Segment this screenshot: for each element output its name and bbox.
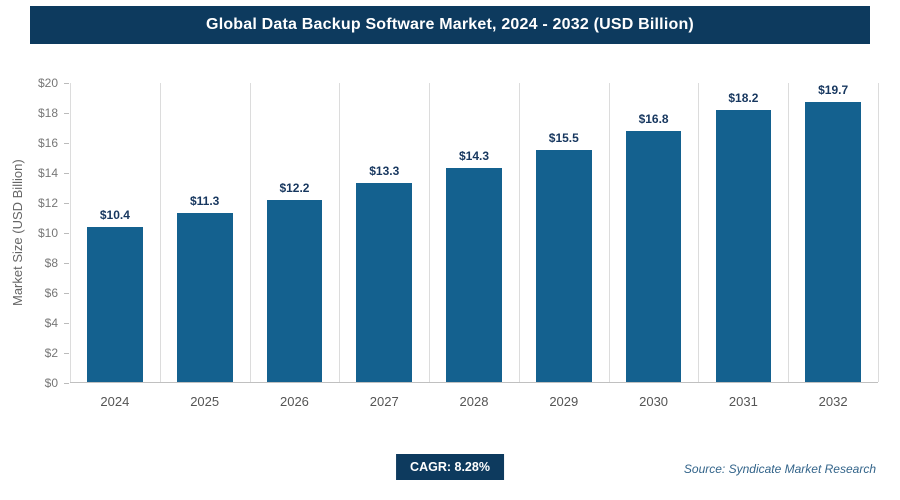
gridline — [70, 83, 71, 382]
bar-series: $10.4 $11.3 $12.2 $13.3 $14.3 $15.5 $16.8 $18.2… — [70, 83, 878, 382]
y-axis: $0 $2 $4 $6 $8 $10 $12 $14 $16 $18 $20 — [0, 76, 70, 390]
bar-value-label: $14.3 — [459, 149, 490, 164]
y-tick-mark — [64, 383, 69, 384]
y-tick-label: $2 — [44, 346, 58, 360]
y-tick-mark — [64, 173, 69, 174]
cagr-badge: CAGR: 8.28% — [396, 454, 504, 480]
bar-value-label: $15.5 — [548, 131, 579, 146]
bar — [87, 226, 143, 382]
bar — [356, 183, 413, 382]
y-tick-mark — [64, 263, 69, 264]
gridline — [698, 83, 700, 382]
y-tick-label: $0 — [44, 376, 58, 390]
y-tick-mark — [64, 203, 69, 204]
x-tick-label: 2027 — [369, 394, 399, 409]
bar-value-label: $12.2 — [279, 180, 310, 195]
bar-value-label: $11.3 — [189, 194, 220, 209]
chart-title-bar: Global Data Backup Software Market, 2024… — [30, 6, 870, 44]
bar — [176, 213, 233, 382]
y-tick-mark — [64, 233, 69, 234]
x-tick-label: 2032 — [818, 394, 848, 409]
y-tick-label: $12 — [37, 196, 58, 210]
chart-title: Global Data Backup Software Market, 2024… — [206, 16, 694, 33]
gridline — [429, 83, 431, 382]
gridline — [339, 83, 341, 382]
x-tick-label: 2026 — [279, 394, 309, 409]
gridline — [159, 83, 161, 382]
bar-group: $16.8 — [609, 83, 699, 382]
y-tick-mark — [64, 353, 69, 354]
bar-group: $14.3 — [429, 83, 519, 382]
bar-value-label: $13.3 — [369, 164, 400, 179]
plot-area: $10.4 $11.3 $12.2 $13.3 $14.3 $15.5 $16.8 $18.2… — [70, 83, 879, 383]
bar-value-label: $16.8 — [638, 111, 669, 126]
bar-group: $15.5 — [519, 83, 609, 382]
gridline — [249, 83, 251, 382]
y-tick-label: $14 — [37, 166, 58, 180]
bar-group: $11.3 — [160, 83, 250, 382]
bar-group: $18.2 — [698, 83, 788, 382]
bar — [625, 130, 682, 382]
bar-value-label: $19.7 — [818, 83, 849, 97]
y-tick-label: $18 — [37, 106, 58, 120]
y-tick-label: $8 — [44, 256, 58, 270]
gridline — [878, 83, 879, 382]
x-axis: 2024 2025 2026 2027 2028 2029 2030 2031 2032 — [70, 384, 878, 409]
gridline — [608, 83, 610, 382]
x-tick-label: 2030 — [639, 394, 669, 409]
y-tick-mark — [64, 323, 69, 324]
y-tick-mark — [64, 293, 69, 294]
bar-group: $12.2 — [250, 83, 340, 382]
bar — [715, 109, 772, 382]
gridline — [518, 83, 520, 382]
y-tick-label: $10 — [37, 226, 58, 240]
bar — [266, 199, 323, 382]
y-tick-label: $4 — [44, 316, 58, 330]
bar — [446, 168, 502, 382]
bar-value-label: $10.4 — [99, 207, 130, 222]
x-tick-label: 2028 — [459, 394, 489, 409]
source-credit: Source: Syndicate Market Research — [683, 462, 876, 476]
y-tick-label: $6 — [44, 286, 58, 300]
bar — [535, 150, 592, 382]
bar-value-label: $18.2 — [728, 90, 759, 105]
y-tick-label: $16 — [37, 136, 58, 150]
x-tick-label: 2025 — [190, 394, 220, 409]
y-tick-mark — [64, 113, 69, 114]
x-tick-label: 2024 — [100, 394, 130, 409]
gridline — [788, 83, 790, 382]
y-tick-mark — [64, 143, 69, 144]
bar-group: $19.7 — [788, 83, 878, 382]
bar-group: $13.3 — [339, 83, 429, 382]
x-tick-label: 2031 — [728, 394, 758, 409]
x-tick-label: 2029 — [549, 394, 579, 409]
y-tick-label: $20 — [37, 76, 58, 90]
bar — [805, 102, 861, 382]
y-tick-mark — [64, 83, 69, 84]
bar-group: $10.4 — [70, 83, 160, 382]
